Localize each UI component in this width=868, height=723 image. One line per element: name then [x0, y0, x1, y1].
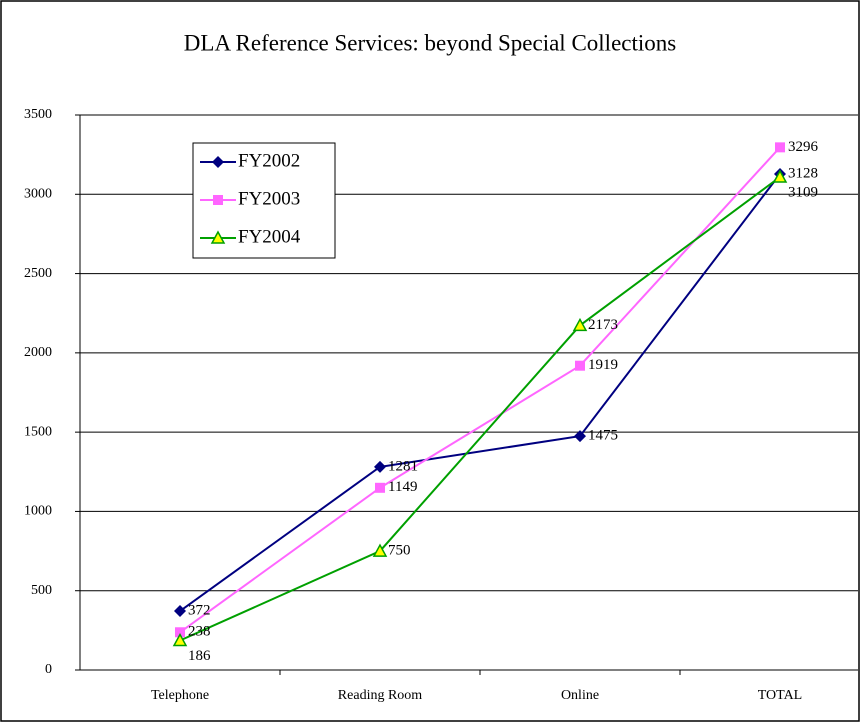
y-tick-label: 3500: [24, 107, 52, 122]
data-label: 1919: [588, 357, 618, 373]
marker: [212, 156, 224, 168]
marker: [213, 195, 223, 205]
data-label: 186: [188, 648, 211, 664]
y-tick-label: 3000: [24, 187, 52, 202]
legend-label: FY2002: [238, 150, 300, 171]
marker: [210, 230, 226, 244]
marker: [574, 430, 586, 443]
legend-label: FY2003: [238, 188, 300, 209]
data-label: 3128: [788, 165, 818, 181]
marker: [775, 142, 785, 153]
marker: [174, 605, 186, 618]
x-tick-label: Reading Room: [338, 688, 422, 703]
marker: [372, 543, 388, 557]
data-label: 2173: [588, 317, 618, 333]
data-label: 238: [188, 624, 211, 640]
marker: [374, 460, 386, 473]
marker: [575, 360, 585, 371]
data-label: 1475: [588, 428, 618, 444]
marker: [572, 317, 588, 332]
data-label: 372: [188, 602, 211, 618]
y-tick-label: 500: [31, 583, 52, 598]
marker: [172, 632, 188, 647]
x-tick-label: TOTAL: [758, 688, 803, 703]
marker: [772, 169, 788, 183]
data-label: 1281: [388, 458, 418, 474]
data-label: 1149: [388, 479, 417, 495]
legend: FY2002 FY2003 FY2004: [192, 142, 336, 259]
series-line: [179, 146, 781, 634]
y-tick-label: 0: [45, 662, 52, 677]
data-label: 3109: [788, 184, 818, 200]
x-tick-label: Online: [561, 688, 599, 703]
legend-label: FY2004: [238, 226, 301, 247]
y-tick-label: 1500: [24, 424, 52, 439]
y-tick-label: 1000: [24, 504, 52, 519]
data-label: 750: [388, 543, 411, 559]
y-tick-label: 2500: [24, 266, 52, 281]
series-line: [179, 173, 781, 612]
marker: [375, 482, 385, 493]
x-tick-label: Telephone: [151, 688, 209, 703]
series-line: [179, 176, 781, 642]
data-label: 3296: [788, 139, 819, 155]
marker: [175, 627, 185, 638]
y-tick-label: 2000: [24, 345, 52, 360]
chart-title: DLA Reference Services: beyond Special C…: [184, 30, 676, 55]
